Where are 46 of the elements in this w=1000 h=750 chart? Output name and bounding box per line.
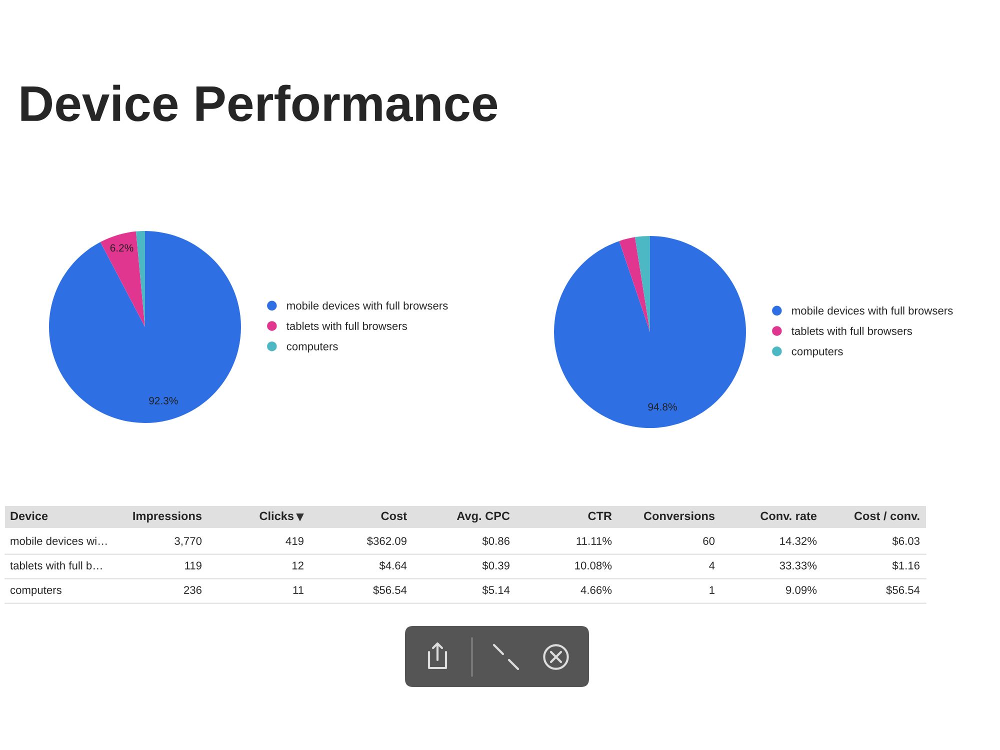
text: $4.64 <box>379 561 407 570</box>
text: 33.33% <box>780 562 817 570</box>
text: $0.86 <box>482 536 510 546</box>
text: $56.54 <box>886 586 920 595</box>
text: $6.03 <box>892 536 920 546</box>
legend-label: tablets with full browsers <box>286 322 407 330</box>
category-label: tablets with full b… <box>10 561 102 570</box>
legend-label: mobile devices with full browsers <box>792 306 953 315</box>
category-label: mobile devices wi… <box>10 536 107 545</box>
text: 14.32% <box>780 537 817 545</box>
text: 10.08% <box>575 562 612 570</box>
text: 1 <box>710 586 714 594</box>
text: 60 <box>703 537 715 545</box>
legend-label: computers <box>286 343 338 353</box>
text: $5.14 <box>482 586 510 595</box>
text: 4.66% <box>580 586 612 594</box>
text: 9.09% <box>786 586 817 594</box>
category-label: Conversions <box>644 511 715 520</box>
data-label: 94.8% <box>648 403 677 411</box>
text: 119 <box>185 562 202 570</box>
chart-title: Device Performance <box>21 84 498 122</box>
category-label: Clicks <box>260 511 294 520</box>
text: 236 <box>184 586 202 594</box>
text: 11.11% <box>576 537 612 545</box>
legend-label: tablets with full browsers <box>792 326 912 335</box>
data-label: 92.3% <box>149 396 178 404</box>
text: $1.16 <box>892 561 920 570</box>
category-label: Device <box>10 511 48 520</box>
text: $362.09 <box>366 536 406 546</box>
text: 12 <box>292 562 304 570</box>
legend-label: computers <box>792 348 843 358</box>
category-label: Cost / conv. <box>854 511 920 520</box>
text: 11 <box>293 586 304 594</box>
category-label: Impressions <box>133 511 202 523</box>
category-label: Cost <box>381 512 407 520</box>
category-label: computers <box>10 586 62 596</box>
text: 419 <box>286 537 304 545</box>
category-label: CTR <box>588 512 612 520</box>
category-label: Avg. CPC <box>456 512 510 523</box>
text: $56.54 <box>373 586 407 595</box>
text: 3,770 <box>174 537 202 546</box>
category-label: Conv. rate <box>760 512 817 520</box>
legend-label: mobile devices with full browsers <box>287 301 448 310</box>
text: $0.39 <box>482 561 510 570</box>
data-label: 6.2% <box>110 244 134 252</box>
text: 4 <box>709 562 715 570</box>
